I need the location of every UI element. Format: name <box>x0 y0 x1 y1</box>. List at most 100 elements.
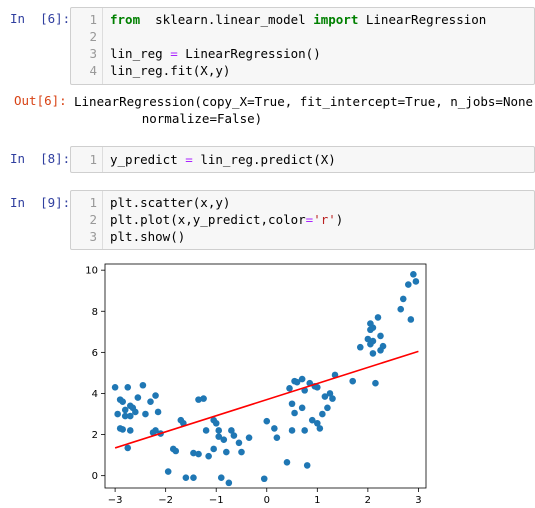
scatter-point <box>260 475 268 483</box>
scatter-point <box>288 400 296 408</box>
scatter-point <box>399 295 407 303</box>
plot-area-frame <box>104 263 427 489</box>
scatter-point <box>177 416 185 424</box>
scatter-point <box>205 452 212 460</box>
code-text: lin_reg = LinearRegression() <box>110 45 321 62</box>
scatter-point <box>273 434 281 441</box>
code-line[interactable]: 2 plt.plot(x,y_predict,color='r') <box>71 211 534 228</box>
code-line[interactable]: 3 plt.show() <box>71 228 534 245</box>
scatter-plot: −3 −2 −1 0 1 2 3 0 2 4 6 8 10 <box>85 263 427 506</box>
code-text: lin_reg.fit(X,y) <box>110 62 230 79</box>
line-number: 3 <box>89 46 97 61</box>
scatter-point <box>329 395 336 402</box>
scatter-point <box>220 436 228 444</box>
line-number: 2 <box>89 29 97 44</box>
scatter-point <box>238 448 245 456</box>
scatter-point <box>308 416 316 424</box>
code-line[interactable]: 1 from sklearn.linear_model import Linear… <box>71 11 534 28</box>
scatter-point <box>324 404 331 412</box>
scatter-point <box>235 439 243 447</box>
code-token: ) <box>335 212 344 227</box>
scatter-point <box>228 427 235 434</box>
scatter-point <box>288 427 296 434</box>
scatter-point <box>349 377 357 385</box>
scatter-point <box>230 432 238 439</box>
x-tick-label: 0 <box>264 495 270 506</box>
code-line[interactable]: 2 <box>71 28 534 45</box>
scatter-point <box>119 426 126 433</box>
scatter-point <box>124 444 132 452</box>
scatter-point <box>111 384 119 391</box>
code-token: = <box>305 212 314 227</box>
scatter-point <box>126 427 134 434</box>
scatter-point <box>369 350 377 357</box>
scatter-point <box>195 450 202 458</box>
code-line[interactable]: 1 y_predict = lin_reg.predict(X) <box>71 151 534 168</box>
line-number: 1 <box>89 195 97 210</box>
cell-8-editor[interactable]: 1 y_predict = lin_reg.predict(X) <box>70 146 535 173</box>
code-lines: 1 y_predict = lin_reg.predict(X) <box>71 151 534 168</box>
x-tick-label: −3 <box>108 495 123 506</box>
y-tick-label: 6 <box>92 348 98 359</box>
code-line[interactable]: 4 lin_reg.fit(X,y) <box>71 62 534 79</box>
regression-line <box>114 350 419 449</box>
code-token: 'r' <box>313 212 336 227</box>
code-text: y_predict = lin_reg.predict(X) <box>110 151 336 168</box>
scatter-point <box>298 375 306 383</box>
scatter-point <box>410 270 417 278</box>
scatter-point <box>374 314 382 321</box>
code-line[interactable]: 1 plt.scatter(x,y) <box>71 194 534 211</box>
scatter-point <box>124 384 132 391</box>
code-token: plt.scatter(x,y) <box>110 195 231 210</box>
y-tick-label: 4 <box>92 389 98 400</box>
line-number-gutter <box>102 8 103 84</box>
code-token: sklearn.linear_model <box>140 12 314 27</box>
scatter-point <box>364 335 372 343</box>
scatter-point <box>200 395 207 402</box>
scatter-point <box>147 398 154 405</box>
scatter-point <box>369 324 377 332</box>
code-token: LinearRegression() <box>177 46 321 61</box>
scatter-point <box>372 379 379 387</box>
code-token: LinearRegression <box>358 12 487 27</box>
code-lines: 1 plt.scatter(x,y) 2 plt.plot(x,y_predict,c… <box>71 194 534 245</box>
line-number: 2 <box>89 212 97 227</box>
line-number-gutter <box>102 147 103 172</box>
scatter-point <box>190 474 197 482</box>
scatter-point <box>142 410 149 418</box>
line-number-gutter <box>102 191 103 249</box>
code-text: from sklearn.linear_model import LinearR… <box>110 11 486 28</box>
x-tick-label: 1 <box>314 495 320 506</box>
line-number: 4 <box>89 63 97 78</box>
scatter-point <box>326 390 334 397</box>
scatter-point <box>182 474 190 482</box>
code-token: y_predict <box>110 152 186 167</box>
scatter-point <box>379 342 387 350</box>
scatter-point <box>114 410 121 418</box>
cell-9-prompt: In [9]: <box>10 195 71 210</box>
scatter-point <box>397 305 405 313</box>
scatter-point <box>303 462 311 469</box>
y-tick-label: 0 <box>92 471 98 482</box>
scatter-point <box>407 316 415 323</box>
scatter-point <box>291 409 298 417</box>
cell-6-editor[interactable]: 1 from sklearn.linear_model import Linear… <box>70 7 535 85</box>
scatter-point <box>301 427 308 434</box>
code-token: = <box>185 152 193 167</box>
scatter-point <box>152 392 159 399</box>
code-line[interactable]: 3 lin_reg = LinearRegression() <box>71 45 534 62</box>
scatter-point <box>271 425 278 432</box>
x-tick-label: 3 <box>415 495 421 506</box>
scatter-point <box>283 459 291 466</box>
y-tick-label: 2 <box>92 430 98 441</box>
cell-9-editor[interactable]: 1 plt.scatter(x,y) 2 plt.plot(x,y_predict,c… <box>70 190 535 250</box>
scatter-point <box>314 419 321 427</box>
line-number: 1 <box>89 12 97 27</box>
scatter-point <box>286 385 293 392</box>
y-tick-label: 10 <box>85 266 98 277</box>
code-text: plt.plot(x,y_predict,color='r') <box>110 211 343 228</box>
code-token: plt.show() <box>110 229 186 244</box>
output-6-line-2: normalize=False) <box>74 111 263 126</box>
x-tick-label: −2 <box>158 495 173 506</box>
scatter-point <box>134 394 142 401</box>
